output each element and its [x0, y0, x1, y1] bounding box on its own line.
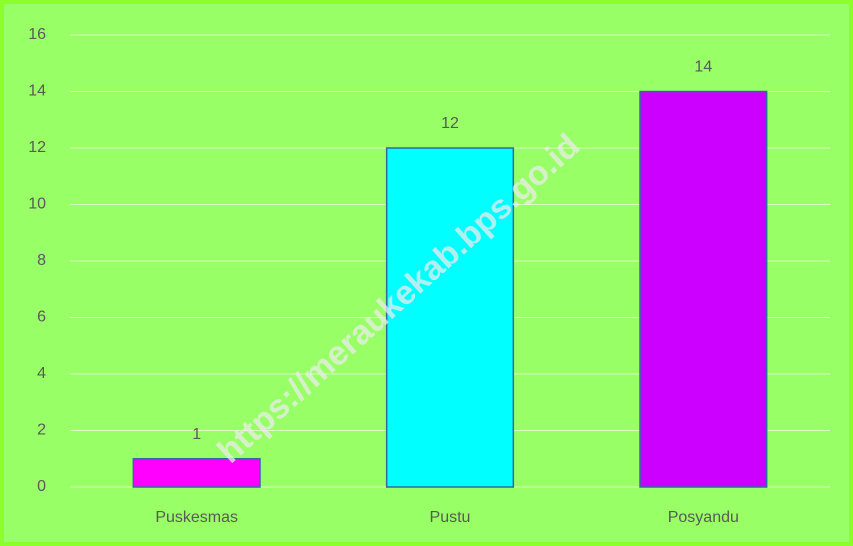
y-tick-label: 12: [28, 139, 46, 156]
y-tick-label: 2: [37, 422, 46, 439]
bar: [132, 458, 261, 488]
data-label: 12: [441, 115, 459, 132]
y-tick-label: 4: [37, 365, 46, 382]
data-label: 14: [694, 59, 712, 76]
y-tick-label: 6: [37, 309, 46, 326]
y-tick-label: 8: [37, 252, 46, 269]
y-tick-label: 10: [28, 196, 46, 213]
plot: 0 2 4 6 8 10 12 14 16 Puskesmas 1 Pustu 12 Posyandu 14: [28, 26, 830, 526]
x-tick-label: Puskesmas: [155, 509, 238, 526]
bar: [639, 90, 768, 488]
data-label: 1: [192, 426, 201, 443]
x-tick-label: Posyandu: [668, 509, 739, 526]
bar: [385, 147, 515, 488]
y-tick-label: 16: [28, 26, 46, 43]
y-tick-label: 14: [28, 83, 46, 100]
y-tick-label: 0: [37, 478, 46, 495]
x-tick-label: Pustu: [430, 509, 471, 526]
